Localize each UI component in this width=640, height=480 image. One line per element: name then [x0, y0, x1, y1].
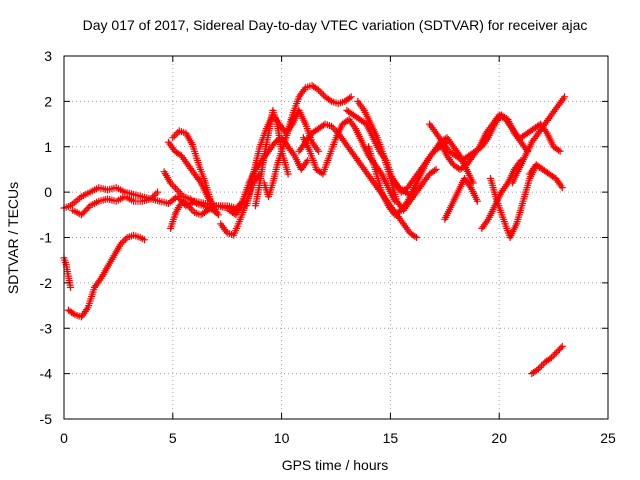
series-arc-23	[441, 175, 481, 223]
series-arc-07	[164, 138, 216, 207]
y-tick-label: -5	[40, 411, 53, 427]
x-axis-label: GPS time / hours	[282, 457, 389, 473]
series-arc-21	[426, 111, 531, 164]
data-point-markers	[60, 254, 74, 291]
data-point-markers	[282, 82, 355, 142]
series-arc-24	[478, 156, 525, 232]
series-arc-02	[69, 188, 162, 219]
axis-ticks: 0 5 10 15 20 25 -5 -4 -3 -2 -1 0 1 2 3	[40, 48, 616, 446]
data-point-markers	[508, 93, 568, 187]
data-point-markers	[167, 197, 249, 232]
data-point-markers	[69, 188, 162, 219]
x-tick-label: 15	[383, 430, 399, 446]
series-arc-29	[528, 342, 566, 378]
data-point-markers	[478, 156, 525, 232]
y-tick-label: 3	[44, 48, 52, 64]
data-point-markers	[164, 138, 216, 207]
y-axis-label: SDTVAR / TECUs	[5, 182, 21, 294]
data-point-markers	[526, 161, 566, 192]
y-tick-label: -3	[40, 320, 53, 336]
data-point-markers	[436, 111, 523, 173]
y-tick-label: -1	[40, 230, 53, 246]
series-arc-08	[167, 197, 249, 232]
grid	[64, 56, 608, 419]
y-tick-label: 0	[44, 184, 52, 200]
series-arc-26	[508, 93, 568, 187]
series-arc-04	[64, 231, 148, 321]
series-arc-03	[60, 254, 74, 291]
series-arc-14	[282, 82, 355, 142]
x-tick-label: 10	[274, 430, 290, 446]
data-point-markers	[441, 175, 481, 223]
data-marks	[60, 82, 568, 378]
x-tick-label: 25	[600, 430, 616, 446]
y-tick-label: 1	[44, 139, 52, 155]
chart-title: Day 017 of 2017, Sidereal Day-to-day VTE…	[83, 17, 588, 33]
series-arc-28	[526, 161, 566, 192]
x-tick-label: 20	[491, 430, 507, 446]
x-tick-label: 5	[169, 430, 177, 446]
data-point-markers	[64, 231, 148, 321]
series-arc-22	[436, 111, 523, 173]
series-arc-27	[517, 120, 564, 155]
data-point-markers	[528, 342, 566, 378]
data-point-markers	[426, 111, 531, 164]
y-tick-label: 2	[44, 93, 52, 109]
data-point-markers	[252, 106, 292, 210]
data-point-markers	[517, 120, 564, 155]
x-tick-label: 0	[60, 430, 68, 446]
y-tick-label: -2	[40, 275, 53, 291]
y-tick-label: -4	[40, 366, 53, 382]
series-arc-12	[252, 106, 292, 210]
